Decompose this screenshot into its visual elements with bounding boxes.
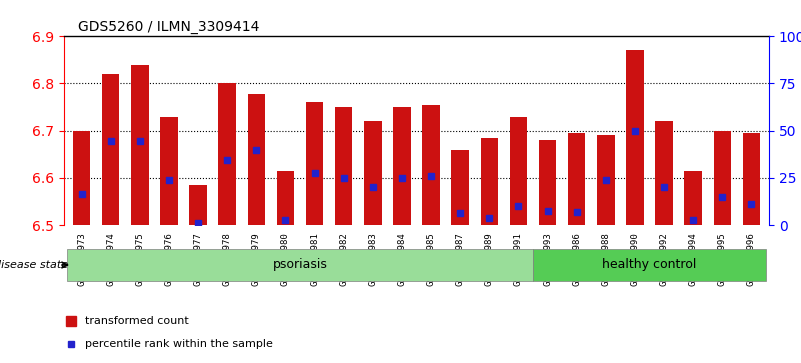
Bar xyxy=(335,107,352,225)
Bar xyxy=(509,117,527,225)
Bar xyxy=(160,117,178,225)
Bar xyxy=(364,121,381,225)
Bar xyxy=(685,171,702,225)
Bar xyxy=(219,83,236,225)
Text: percentile rank within the sample: percentile rank within the sample xyxy=(85,339,273,349)
Bar xyxy=(481,138,498,225)
Bar xyxy=(102,74,119,225)
Bar xyxy=(568,133,586,225)
Text: transformed count: transformed count xyxy=(85,316,189,326)
Bar xyxy=(248,94,265,225)
Bar xyxy=(655,121,673,225)
Text: psoriasis: psoriasis xyxy=(272,258,328,272)
Bar xyxy=(452,150,469,225)
Bar xyxy=(276,171,294,225)
Bar xyxy=(539,140,557,225)
Bar xyxy=(393,107,411,225)
Bar xyxy=(743,133,760,225)
Bar xyxy=(422,105,440,225)
Bar xyxy=(73,131,91,225)
FancyBboxPatch shape xyxy=(67,249,533,281)
Text: GDS5260 / ILMN_3309414: GDS5260 / ILMN_3309414 xyxy=(78,20,260,34)
FancyBboxPatch shape xyxy=(533,249,766,281)
Bar xyxy=(189,185,207,225)
Text: healthy control: healthy control xyxy=(602,258,697,272)
Bar xyxy=(626,50,644,225)
Bar xyxy=(714,131,731,225)
Bar xyxy=(306,102,324,225)
Bar xyxy=(131,65,148,225)
Bar xyxy=(597,135,614,225)
Text: disease state: disease state xyxy=(0,260,69,270)
